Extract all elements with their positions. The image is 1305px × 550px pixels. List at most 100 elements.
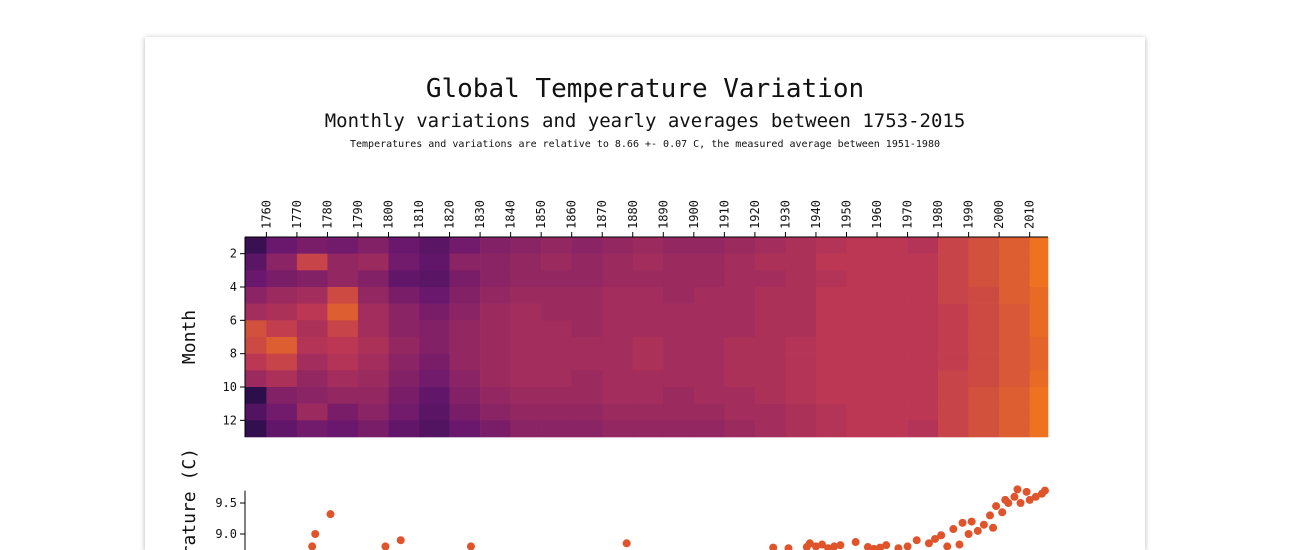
x-tick-label: 1910 (717, 200, 731, 229)
heat-cell (999, 403, 1030, 421)
heat-cell (877, 303, 908, 321)
heat-cell (327, 353, 359, 371)
heat-cell (754, 337, 786, 354)
heat-cell (724, 387, 756, 404)
heat-cell (999, 353, 1030, 371)
heat-cell (510, 353, 542, 371)
heat-cell (449, 353, 481, 371)
heat-cell (632, 387, 664, 404)
heat-cell (327, 287, 359, 304)
y-tick-label: 6 (230, 313, 237, 327)
heat-cell (693, 320, 725, 338)
heat-cell (785, 320, 817, 338)
heat-cell (480, 353, 511, 371)
point (964, 530, 973, 538)
heat-cell (907, 270, 939, 288)
heat-cell (266, 270, 298, 288)
heat-cell (1029, 270, 1049, 288)
heat-cell (510, 403, 542, 421)
heat-cell (327, 320, 359, 338)
heat-cell (245, 353, 267, 371)
heat-cell (632, 420, 664, 438)
point (622, 539, 631, 548)
heat-cell (296, 387, 328, 404)
heat-cell (480, 287, 511, 304)
note: Temperatures and variations are relative… (350, 139, 940, 150)
y-tick-label: 2 (230, 247, 237, 261)
heat-cell (815, 253, 847, 271)
heat-cell (602, 287, 634, 304)
heat-cell (296, 420, 328, 438)
heat-cell (541, 287, 572, 304)
heat-cell (632, 303, 664, 321)
chart: Global Temperature Variation Monthly var… (179, 74, 1049, 550)
heat-cell (754, 320, 786, 338)
heat-cell (245, 270, 267, 288)
heat-cell (571, 287, 603, 304)
heat-cell (449, 420, 481, 438)
heat-cell (877, 253, 908, 271)
heat-cell (480, 237, 511, 254)
heat-cell (815, 370, 847, 388)
heat-cell (541, 387, 572, 404)
heat-cell (388, 303, 420, 321)
point (1040, 486, 1049, 495)
x-tick-label: 1820 (443, 200, 457, 229)
heat-cell (693, 370, 725, 388)
heat-cell (602, 370, 634, 388)
x-tick-label: 1840 (504, 200, 518, 229)
heat-cell (999, 287, 1030, 304)
heat-cell (357, 270, 389, 288)
y-axis-label: Month (179, 310, 200, 364)
heat-cell (785, 270, 817, 288)
heat-cell (663, 387, 695, 404)
heat-cell (388, 420, 420, 438)
heat-cell (1029, 387, 1049, 404)
heat-cell (388, 387, 420, 404)
heat-cell (846, 270, 878, 288)
x-tick-label: 1980 (931, 200, 945, 229)
heat-cell (754, 270, 786, 288)
heat-cell (968, 320, 1000, 338)
heat-cell (693, 303, 725, 321)
heat-cell (357, 237, 389, 254)
heat-cell (999, 337, 1030, 354)
heat-cell (541, 270, 572, 288)
heat-cell (724, 420, 756, 438)
heat-cell (388, 370, 420, 388)
heat-cell (510, 337, 542, 354)
heat-cell (602, 337, 634, 354)
heat-cell (357, 337, 389, 354)
heat-cell (245, 237, 267, 254)
heat-cell (571, 303, 603, 321)
y-tick-label: 8 (230, 347, 237, 361)
x-tick-label: 1890 (656, 200, 670, 229)
x-tick-label: 1860 (565, 200, 579, 229)
heat-cell (480, 337, 511, 354)
point (863, 543, 872, 550)
heat-cell (724, 253, 756, 271)
heat-cell (815, 353, 847, 371)
heat-cell (449, 403, 481, 421)
heat-cell (907, 253, 939, 271)
heat-cell (754, 370, 786, 388)
point (949, 525, 958, 534)
point (1004, 499, 1013, 507)
heat-cell (754, 303, 786, 321)
heat-cell (1029, 420, 1049, 438)
heat-cell (846, 403, 878, 421)
heat-cell (510, 420, 542, 438)
heat-cell (602, 237, 634, 254)
heat-cell (510, 387, 542, 404)
point (851, 538, 860, 547)
point (1031, 492, 1040, 501)
heat-cell (754, 403, 786, 421)
heat-cell (480, 320, 511, 338)
heat-cell (632, 353, 664, 371)
heat-cell (541, 303, 572, 321)
heat-cell (266, 403, 298, 421)
heat-cell (663, 353, 695, 371)
heat-cell (296, 303, 328, 321)
point (769, 543, 778, 550)
title: Global Temperature Variation (426, 74, 864, 104)
